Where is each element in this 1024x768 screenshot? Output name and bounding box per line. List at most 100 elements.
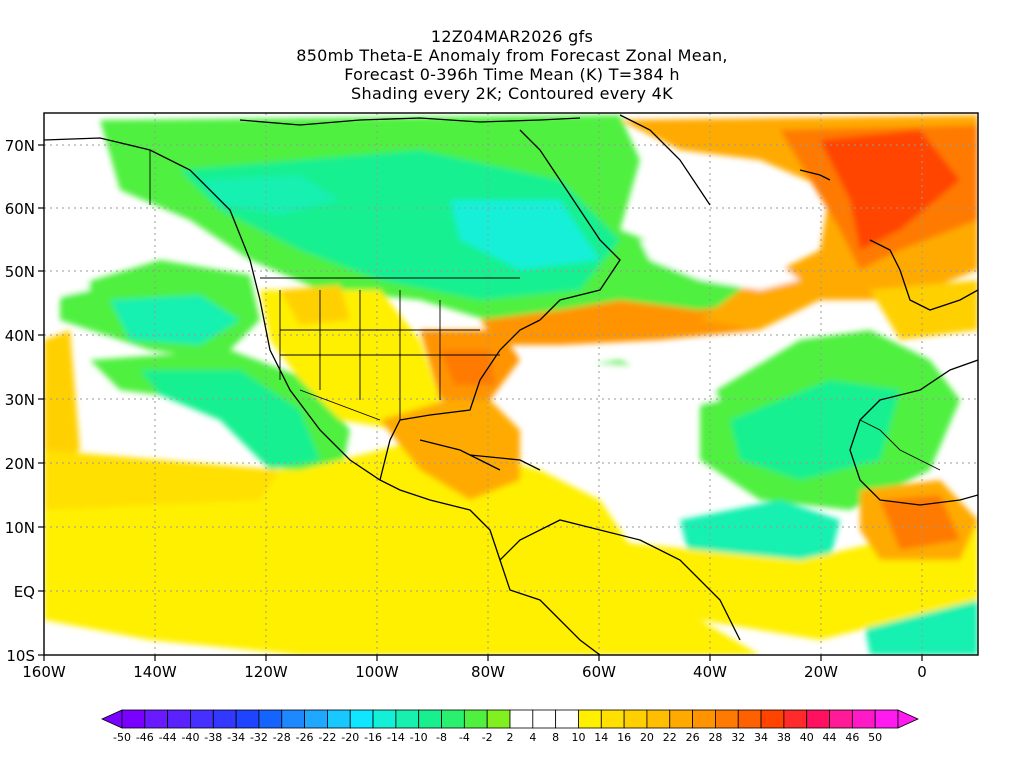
colorbar-swatch — [327, 709, 351, 729]
colorbar-label: 8 — [552, 731, 559, 744]
colorbar-swatch — [463, 709, 488, 729]
axis-tick-marks — [38, 144, 923, 661]
colorbar: -50 -46 -44 -40 -38 -34 -32 -28 -26 -22 -20 -16 -14-… — [101, 709, 919, 744]
colorbar-label: -28 — [273, 731, 291, 744]
lat-label-10s: 10S — [6, 647, 35, 665]
colorbar-label: -44 — [159, 731, 177, 744]
colorbar-label: -22 — [318, 731, 336, 744]
title-line-1: 12Z04MAR2026 gfs — [430, 27, 594, 46]
colorbar-swatch — [806, 709, 830, 729]
anomaly-shading — [44, 113, 978, 655]
colorbar-label: 2 — [507, 731, 514, 744]
colorbar-swatch — [532, 709, 557, 729]
lat-label-60n: 60N — [5, 200, 35, 218]
lat-label-50n: 50N — [5, 263, 35, 281]
colorbar-label: 40 — [800, 731, 814, 744]
colorbar-swatch — [578, 709, 602, 729]
colorbar-swatch — [692, 709, 716, 729]
title-line-2: 850mb Theta-E Anomaly from Forecast Zona… — [296, 46, 728, 65]
colorbar-label: 22 — [663, 731, 677, 744]
lat-label-eq: EQ — [14, 583, 35, 601]
lat-labels: 70N 60N 50N 40N 30N 20N 10N EQ 10S — [5, 137, 35, 665]
colorbar-swatch — [715, 709, 739, 729]
colorbar-label: -26 — [296, 731, 314, 744]
colorbar-label: -14 — [387, 731, 405, 744]
map-frame — [43, 112, 979, 656]
colorbar-label: 32 — [731, 731, 745, 744]
colorbar-label: -4 — [459, 731, 470, 744]
lon-labels: 160W 140W 120W 100W 80W 60W 40W 20W 0 — [22, 663, 927, 681]
colorbar-swatch — [555, 709, 579, 729]
colorbar-label: -40 — [181, 731, 199, 744]
lat-label-20n: 20N — [5, 455, 35, 473]
colorbar-swatch — [829, 709, 853, 729]
colorbar-swatch — [669, 709, 693, 729]
lon-label-140w: 140W — [133, 663, 177, 681]
colorbar-swatch — [418, 709, 442, 729]
colorbar-label: 28 — [708, 731, 722, 744]
colorbar-swatch — [600, 709, 625, 729]
colorbar-arrow-left — [101, 709, 123, 729]
lon-label-120w: 120W — [244, 663, 288, 681]
colorbar-swatch — [372, 709, 397, 729]
colorbar-arrow-right — [897, 709, 919, 729]
colorbar-swatch — [783, 709, 808, 729]
lon-label-0: 0 — [917, 663, 927, 681]
lon-label-20w: 20W — [804, 663, 838, 681]
lon-label-60w: 60W — [582, 663, 616, 681]
colorbar-label: 46 — [845, 731, 859, 744]
colorbar-swatch — [235, 709, 260, 729]
colorbar-swatch — [737, 709, 762, 729]
colorbar-swatch — [646, 709, 671, 729]
title-line-4: Shading every 2K; Contoured every 4K — [351, 84, 673, 103]
colorbar-swatch — [441, 709, 465, 729]
colorbar-label: -32 — [250, 731, 268, 744]
colorbar-label: 50 — [868, 731, 882, 744]
colorbar-label: -10 — [410, 731, 428, 744]
borders — [149, 150, 941, 471]
colorbar-label: 10 — [571, 731, 585, 744]
colorbar-swatch — [395, 709, 420, 729]
colorbar-label: -38 — [204, 731, 222, 744]
lat-label-30n: 30N — [5, 391, 35, 409]
colorbar-label: 20 — [640, 731, 654, 744]
colorbar-swatch — [304, 709, 328, 729]
colorbar-swatch — [121, 709, 146, 729]
title-line-3: Forecast 0-396h Time Mean (K) T=384 h — [344, 65, 680, 84]
colorbar-label: 16 — [617, 731, 631, 744]
colorbar-swatch — [509, 709, 534, 729]
grid-lines — [44, 113, 978, 655]
colorbar-swatch — [851, 709, 876, 729]
lon-label-40w: 40W — [693, 663, 727, 681]
colorbar-swatch — [349, 709, 374, 729]
lat-label-10n: 10N — [5, 519, 35, 537]
colorbar-swatch — [212, 709, 237, 729]
colorbar-swatch — [623, 709, 648, 729]
colorbar-swatch — [190, 709, 214, 729]
colorbar-label: -34 — [227, 731, 245, 744]
colorbar-label: 4 — [529, 731, 536, 744]
colorbar-label: 14 — [594, 731, 608, 744]
lat-label-70n: 70N — [5, 137, 35, 155]
coastlines — [44, 114, 978, 655]
colorbar-label: 38 — [777, 731, 791, 744]
colorbar-swatch — [281, 709, 305, 729]
lon-label-160w: 160W — [22, 663, 66, 681]
colorbar-label: -46 — [136, 731, 154, 744]
lat-label-40n: 40N — [5, 327, 35, 345]
colorbar-label: -2 — [482, 731, 493, 744]
colorbar-label: -16 — [364, 731, 382, 744]
colorbar-label: 34 — [754, 731, 768, 744]
colorbar-swatch — [144, 709, 169, 729]
colorbar-label: 44 — [823, 731, 837, 744]
colorbar-swatch — [760, 709, 785, 729]
colorbar-swatch — [258, 709, 283, 729]
colorbar-label: -50 — [113, 731, 131, 744]
lon-label-100w: 100W — [355, 663, 399, 681]
colorbar-label: 26 — [686, 731, 700, 744]
colorbar-swatch — [167, 709, 191, 729]
colorbar-label: -20 — [341, 731, 359, 744]
colorbar-label: -8 — [436, 731, 447, 744]
colorbar-swatch — [874, 709, 899, 729]
